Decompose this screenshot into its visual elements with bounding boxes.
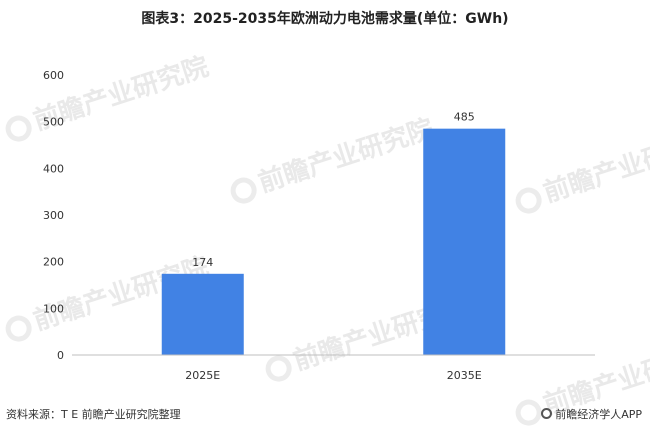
brand-logo-icon (541, 408, 553, 419)
bar-2035E (423, 128, 506, 355)
source-note: 资料来源：T E 前瞻产业研究院整理 (6, 408, 181, 421)
y-tick-label: 0 (57, 349, 64, 362)
brand-label: 前瞻经济学人APP (541, 406, 642, 422)
bars: 174 485 (161, 111, 506, 355)
y-tick-label: 100 (43, 302, 64, 315)
y-tick-label: 200 (43, 256, 64, 269)
y-tick-label: 300 (43, 209, 64, 222)
chart-title: 图表3：2025-2035年欧洲动力电池需求量(单位：GWh) (141, 11, 509, 27)
brand-text: 前瞻经济学人APP (555, 408, 642, 421)
y-tick-label: 400 (43, 162, 64, 175)
x-tick-label: 2025E (185, 369, 220, 382)
x-axis: 2025E 2035E (72, 354, 595, 382)
bar-value-label: 174 (192, 256, 213, 269)
y-tick-label: 600 (43, 69, 64, 82)
y-axis: 0 100 200 300 400 500 600 (43, 69, 64, 362)
x-tick-label: 2035E (447, 369, 482, 382)
bar-value-label: 485 (454, 111, 475, 124)
y-tick-label: 500 (43, 116, 64, 129)
bar-2025E (161, 273, 244, 355)
